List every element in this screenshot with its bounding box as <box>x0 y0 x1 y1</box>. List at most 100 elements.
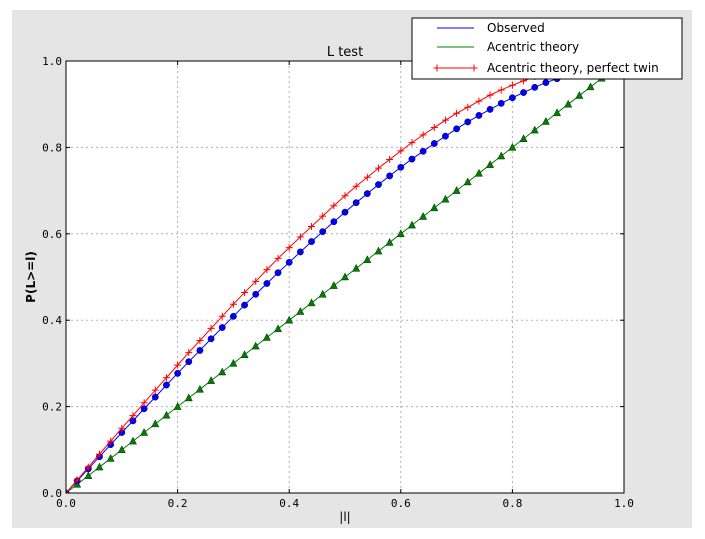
data-point <box>486 105 494 113</box>
data-point <box>442 132 449 140</box>
data-point <box>486 91 494 99</box>
data-point <box>419 131 427 139</box>
plot-frame <box>65 60 625 494</box>
data-point <box>162 410 171 419</box>
data-point <box>196 347 204 354</box>
data-point <box>106 454 115 462</box>
data-point <box>430 203 439 212</box>
legend: Observed Acentric theory Acentric theory, … <box>411 17 683 80</box>
data-point <box>419 147 427 155</box>
legend-marker <box>433 64 441 72</box>
data-point <box>486 160 495 168</box>
data-point <box>553 108 561 117</box>
data-point <box>374 164 382 172</box>
data-point <box>441 194 450 203</box>
data-point <box>151 419 160 428</box>
data-point <box>263 266 271 274</box>
data-point <box>240 350 249 358</box>
data-point <box>375 181 382 188</box>
data-point <box>296 248 304 256</box>
data-point <box>95 450 103 458</box>
data-point <box>207 376 216 384</box>
data-point <box>296 233 304 241</box>
data-point <box>575 91 584 99</box>
data-point <box>252 290 260 298</box>
data-point <box>508 81 516 89</box>
data-point <box>308 222 316 230</box>
data-point <box>196 337 204 345</box>
data-point <box>453 125 460 133</box>
data-point <box>241 301 248 309</box>
data-point <box>207 335 215 343</box>
data-point <box>140 428 149 436</box>
data-point <box>531 83 539 91</box>
data-point <box>307 298 316 307</box>
data-point <box>386 172 394 180</box>
data-point <box>95 462 104 471</box>
data-point <box>453 109 461 117</box>
data-point <box>564 99 573 108</box>
legend-label: Observed <box>487 21 545 35</box>
y-tick-label: 0.8 <box>42 141 62 154</box>
data-point <box>408 155 416 163</box>
y-tick-label: 0.4 <box>42 314 62 327</box>
data-point <box>318 289 327 298</box>
data-point <box>530 125 539 134</box>
x-tick-label: 1.0 <box>614 497 634 510</box>
data-point <box>330 218 338 226</box>
data-point <box>308 238 315 245</box>
data-point <box>352 263 361 272</box>
data-point <box>229 312 237 320</box>
x-tick-label: 0.0 <box>56 497 76 510</box>
data-point <box>497 86 505 94</box>
legend-label: Acentric theory, perfect twin <box>487 61 659 75</box>
data-point <box>319 228 327 236</box>
data-point <box>263 280 271 287</box>
y-tick-label: 0.0 <box>42 487 62 500</box>
x-axis-label: |l| <box>339 510 350 524</box>
data-point <box>586 82 595 91</box>
data-point <box>185 349 193 357</box>
data-point <box>352 182 360 190</box>
data-point <box>207 324 215 332</box>
data-point <box>330 202 338 210</box>
data-point <box>251 341 260 350</box>
data-point <box>329 281 338 289</box>
data-point <box>352 199 360 207</box>
data-point <box>84 471 93 479</box>
ticks: 0.0 0.2 0.4 0.6 0.8 1.0 0.0 0.2 0.4 0.6 0.8 1.0 <box>42 55 634 510</box>
data-point <box>464 118 472 126</box>
data-point <box>408 220 416 229</box>
data-point <box>274 324 282 333</box>
data-point <box>497 151 506 160</box>
series-acentric-theory <box>66 61 624 493</box>
y-tick-label: 0.6 <box>42 228 62 241</box>
data-point <box>285 244 293 252</box>
data-point <box>218 312 226 320</box>
data-point <box>84 463 92 471</box>
data-point <box>452 186 461 194</box>
data-point <box>363 255 372 263</box>
data-point <box>252 277 260 285</box>
data-point <box>174 369 182 377</box>
data-point <box>509 94 516 102</box>
data-point <box>397 147 405 155</box>
series-observed <box>66 61 624 493</box>
data-point <box>184 393 193 402</box>
data-point <box>441 116 449 124</box>
data-point <box>363 190 371 198</box>
x-tick-label: 0.2 <box>168 497 188 510</box>
data-point <box>163 381 170 389</box>
data-point <box>218 367 227 376</box>
data-point <box>374 246 383 255</box>
x-tick-label: 0.6 <box>391 497 411 510</box>
data-point <box>140 399 148 407</box>
data-point <box>140 405 148 413</box>
data-point <box>296 307 305 315</box>
data-point <box>419 212 428 220</box>
data-point <box>363 173 371 181</box>
y-axis-label: P(L>=l) <box>24 251 38 303</box>
data-point <box>151 386 159 394</box>
data-point <box>541 117 550 125</box>
